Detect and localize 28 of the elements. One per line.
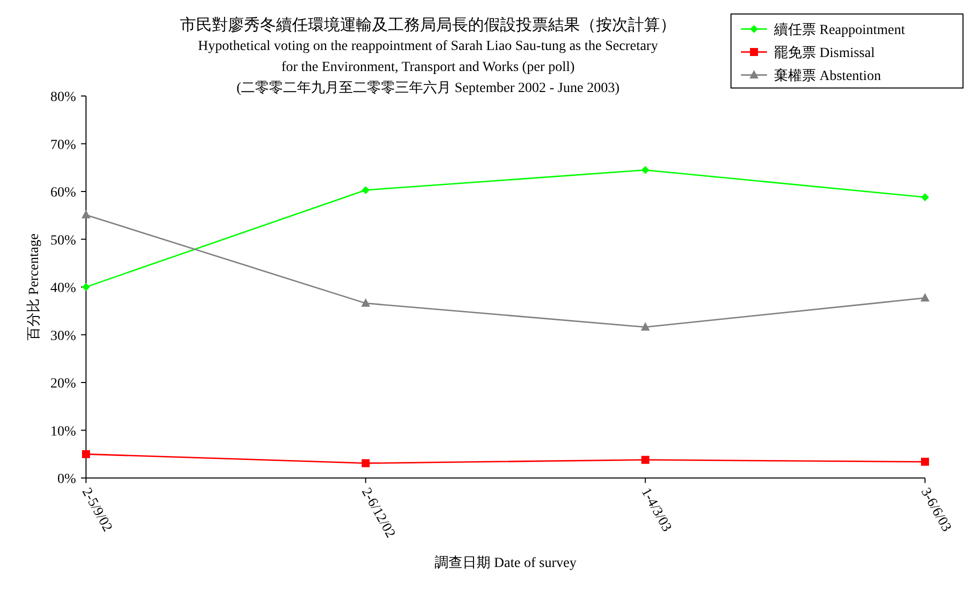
point [82,450,90,458]
legend-label: 棄權票 Abstention [774,68,881,84]
point [82,283,90,291]
point [640,322,650,331]
y-tick-label: 20% [50,376,76,392]
y-axis-title: 百分比 Percentage [26,234,42,340]
point [362,459,370,468]
point [920,292,930,302]
legend-label: 續任票 Reappointment [773,22,906,38]
y-tick-label: 80% [50,90,76,105]
y-tick-label: 50% [50,233,76,248]
chart-subtitle: Hypothetical voting on the reappointment of Sarah Liao Sau-tung as the Secretary for the Environment, Transport and Works (per poll) (二零零二年九月至二零零三年六月 September 2002 - June 2003) [198,39,658,96]
point [362,186,370,194]
point [82,210,90,218]
point [641,456,650,464]
y-tick-label: 0% [57,472,76,487]
point [641,166,650,174]
y-tick-label: 30% [50,328,76,344]
x-axis-title: 調查日期 Date of survey [434,555,576,571]
chart-title: 市民對廖秀冬續任環境運輸及工務局局長的假設投票結果（按次計算） [180,16,676,34]
point [361,298,370,307]
point [921,193,929,202]
y-tick-label: 60% [50,186,76,200]
y-tick-label: 70% [50,138,76,153]
y-tick-label: 10% [50,424,76,440]
point [921,458,929,466]
y-tick-label: 40% [50,281,76,296]
legend-label: 罷免票 Dismissal [774,45,875,61]
